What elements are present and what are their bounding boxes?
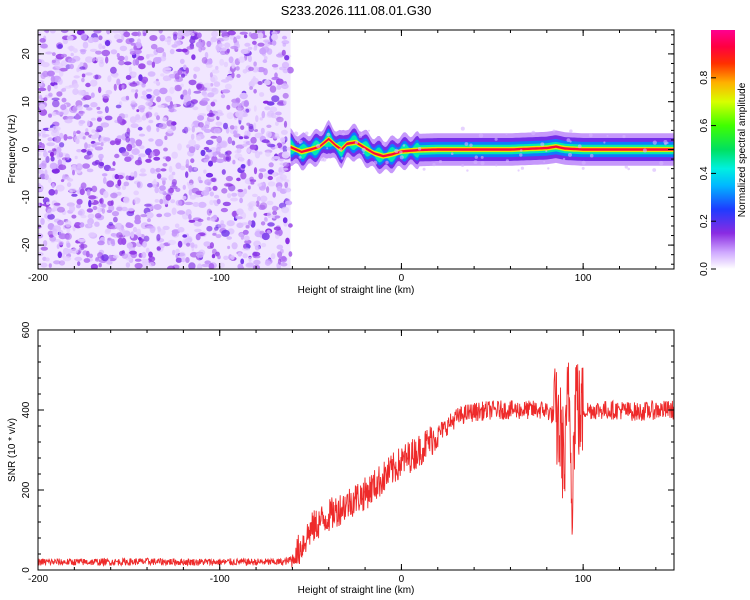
spectrogram-x-tick-label: 0: [399, 273, 405, 284]
snr-x-tick-label: -100: [210, 574, 230, 585]
spectrogram-noise-region: [38, 30, 294, 269]
snr-x-tick-label: -200: [28, 574, 48, 585]
spectrogram-y-tick-label: -20: [21, 237, 32, 252]
spectrogram-x-ticks: -200 -100 0 100: [28, 30, 657, 284]
spectrogram-y-tick-label: 0: [21, 146, 32, 152]
snr-y-tick-label: 400: [21, 401, 32, 418]
snr-y-tick-label: 600: [21, 321, 32, 338]
snr-series-line: [38, 362, 674, 568]
colorbar: 0.0 0.2 0.4 0.6 0.8 Normalized spectral ampl…: [699, 30, 748, 276]
spectrogram-y-label: Frequency (Hz): [7, 115, 18, 184]
snr-y-tick-label: 0: [21, 567, 32, 573]
snr-panel: -200 -100 0 100 0 200 400 600 Height of straig…: [7, 321, 675, 596]
colorbar-tick-label: 0.0: [699, 262, 710, 276]
spectrogram-x-tick-label: -100: [210, 273, 230, 284]
spectrogram-x-tick-label: 100: [575, 273, 592, 284]
spectrogram-y-tick-label: 10: [21, 96, 32, 108]
figure-title: S233.2026.111.08.01.G30: [281, 3, 432, 18]
snr-y-ticks: 0 200 400 600: [21, 321, 674, 573]
colorbar-tick-label: 0.2: [699, 214, 710, 228]
spectrogram-y-tick-label: -10: [21, 190, 32, 205]
snr-x-tick-label: 0: [399, 574, 405, 585]
colorbar-tick-label: 0.8: [699, 70, 710, 84]
colorbar-tick-label: 0.4: [699, 166, 710, 180]
snr-y-tick-label: 200: [21, 481, 32, 498]
spectrogram-plot-area: [38, 30, 674, 269]
snr-x-label: Height of straight line (km): [298, 585, 415, 596]
colorbar-gradient: [711, 30, 735, 269]
snr-x-ticks: -200 -100 0 100: [28, 330, 657, 585]
colorbar-label: Normalized spectral amplitude: [737, 82, 748, 217]
spectrogram-y-tick-label: 20: [21, 48, 32, 60]
colorbar-ticks: 0.0 0.2 0.4 0.6 0.8: [699, 70, 716, 276]
spectrogram-x-tick-label: -200: [28, 273, 48, 284]
spectrogram-x-label: Height of straight line (km): [298, 285, 415, 296]
snr-y-label: SNR (10 * v/v): [7, 418, 18, 482]
snr-plot-area: [38, 362, 674, 568]
spectrogram-signal-band: [290, 119, 674, 175]
spectrogram-y-ticks: -20 -10 0 10 20: [21, 34, 674, 265]
snr-frame: [37, 329, 675, 571]
snr-x-tick-label: 100: [575, 574, 592, 585]
colorbar-tick-label: 0.6: [699, 118, 710, 132]
